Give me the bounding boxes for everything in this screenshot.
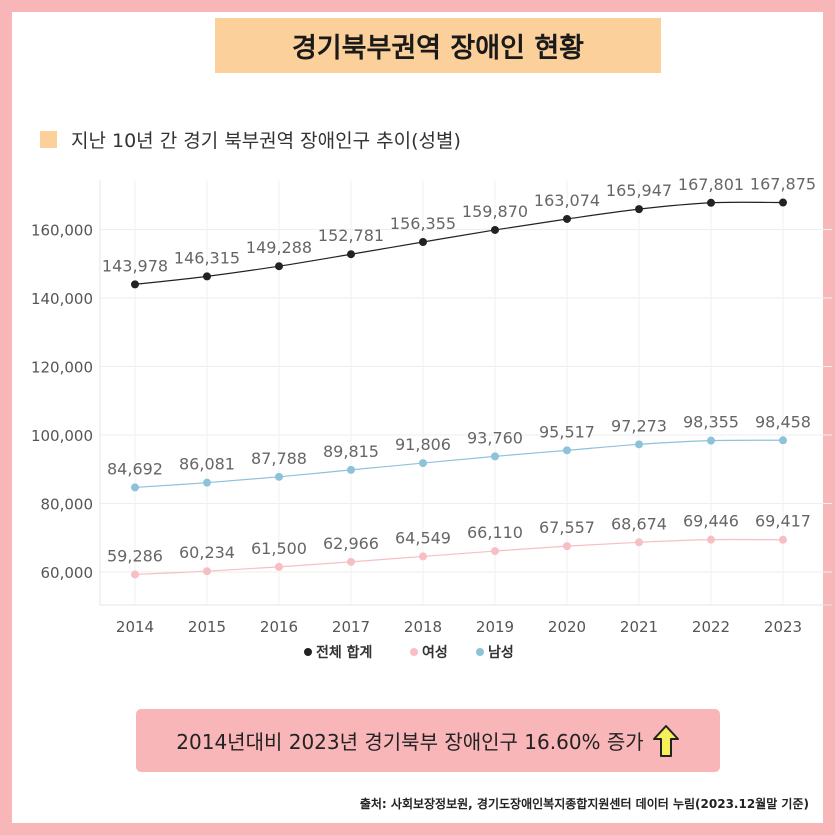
data-label: 98,458: [755, 412, 811, 431]
x-tick-label: 2020: [548, 618, 586, 636]
data-label: 64,549: [395, 528, 451, 547]
data-point: [203, 478, 211, 487]
data-point: [635, 538, 643, 547]
summary-box: 2014년대비 2023년 경기북부 장애인구 16.60% 증가: [136, 709, 720, 772]
data-label: 159,870: [462, 202, 528, 221]
subtitle-square-icon: [40, 131, 57, 148]
data-label: 167,801: [678, 175, 744, 194]
x-tick-label: 2015: [188, 618, 226, 636]
data-point: [347, 557, 355, 566]
data-label: 146,315: [174, 248, 240, 267]
data-point: [635, 440, 643, 449]
y-tick-label: 140,000: [31, 290, 93, 308]
data-point: [203, 272, 211, 281]
data-point: [635, 205, 643, 214]
data-label: 84,692: [107, 459, 163, 478]
data-point: [491, 547, 499, 556]
data-label: 89,815: [323, 442, 379, 461]
legend-label: 전체 합계: [316, 644, 372, 661]
data-point: [419, 552, 427, 561]
source-note: 출처: 사회보장정보원, 경기도장애인복지종합지원센터 데이터 누림(2023.…: [359, 797, 809, 811]
chart-subtitle-text: 지난 10년 간 경기 북부권역 장애인구 추이(성별): [71, 130, 461, 152]
y-tick-label: 120,000: [31, 359, 93, 377]
data-point: [707, 535, 715, 544]
data-point: [491, 452, 499, 461]
legend-marker: [304, 648, 312, 656]
data-point: [779, 436, 787, 445]
y-tick-label: 100,000: [31, 427, 93, 445]
x-tick-label: 2019: [476, 618, 514, 636]
legend-label: 여성: [422, 644, 448, 661]
data-point: [275, 472, 283, 481]
data-label: 156,355: [390, 214, 456, 233]
data-label: 69,446: [683, 512, 739, 531]
data-point: [707, 198, 715, 207]
data-label: 62,966: [323, 534, 379, 553]
x-tick-label: 2023: [764, 618, 802, 636]
data-point: [347, 465, 355, 474]
data-point: [707, 436, 715, 445]
data-point: [275, 262, 283, 271]
line-chart: 60,000 80,000 100,000 120,000 140,000 160,000…: [31, 175, 832, 661]
y-tick-label: 160,000: [31, 222, 93, 240]
data-label: 59,286: [107, 546, 163, 565]
data-point: [131, 483, 139, 492]
series-line-2: [134, 439, 784, 489]
up-arrow-icon: [652, 724, 679, 757]
page-title: 경기북부권역 장애인 현황: [215, 18, 661, 73]
data-label: 69,417: [755, 512, 811, 531]
data-label: 152,781: [318, 226, 384, 245]
data-label: 95,517: [539, 422, 595, 441]
content-card: [12, 12, 823, 823]
data-point: [419, 237, 427, 246]
data-point: [779, 535, 787, 544]
data-label: 149,288: [246, 238, 312, 257]
data-point: [563, 214, 571, 223]
data-label: 66,110: [467, 523, 523, 542]
y-tick-label: 80,000: [41, 496, 94, 514]
data-label: 167,875: [750, 175, 816, 194]
x-tick-label: 2016: [260, 618, 298, 636]
data-label: 68,674: [611, 514, 667, 533]
data-label: 143,978: [102, 256, 168, 275]
data-label: 98,355: [683, 413, 739, 432]
y-tick-label: 60,000: [41, 564, 94, 582]
series-line-1: [134, 538, 784, 576]
legend-label: 남성: [488, 644, 514, 661]
data-label: 97,273: [611, 416, 667, 435]
data-label: 67,557: [539, 518, 595, 537]
legend-marker: [476, 648, 484, 656]
data-label: 86,081: [179, 455, 235, 474]
data-label: 165,947: [606, 181, 672, 200]
x-tick-label: 2017: [332, 618, 370, 636]
data-point: [491, 225, 499, 234]
data-point: [131, 570, 139, 579]
x-tick-label: 2021: [620, 618, 658, 636]
series-line-0: [134, 201, 784, 285]
data-point: [275, 562, 283, 571]
page-title-text: 경기북부권역 장애인 현황: [291, 33, 585, 64]
data-label: 61,500: [251, 539, 307, 558]
chart-subtitle: 지난 10년 간 경기 북부권역 장애인구 추이(성별): [40, 126, 461, 153]
legend-marker: [410, 648, 418, 656]
data-point: [563, 542, 571, 551]
data-point: [779, 198, 787, 207]
x-tick-label: 2018: [404, 618, 442, 636]
data-point: [347, 250, 355, 259]
data-label: 163,074: [534, 191, 600, 210]
x-tick-label: 2014: [116, 618, 154, 636]
summary-text: 2014년대비 2023년 경기북부 장애인구 16.60% 증가: [176, 730, 644, 754]
x-tick-label: 2022: [692, 618, 730, 636]
data-label: 93,760: [467, 428, 523, 447]
data-point: [203, 567, 211, 576]
data-point: [131, 280, 139, 289]
data-label: 91,806: [395, 435, 451, 454]
data-label: 60,234: [179, 543, 235, 562]
data-label: 87,788: [251, 449, 307, 468]
data-point: [419, 459, 427, 468]
data-point: [563, 446, 571, 455]
